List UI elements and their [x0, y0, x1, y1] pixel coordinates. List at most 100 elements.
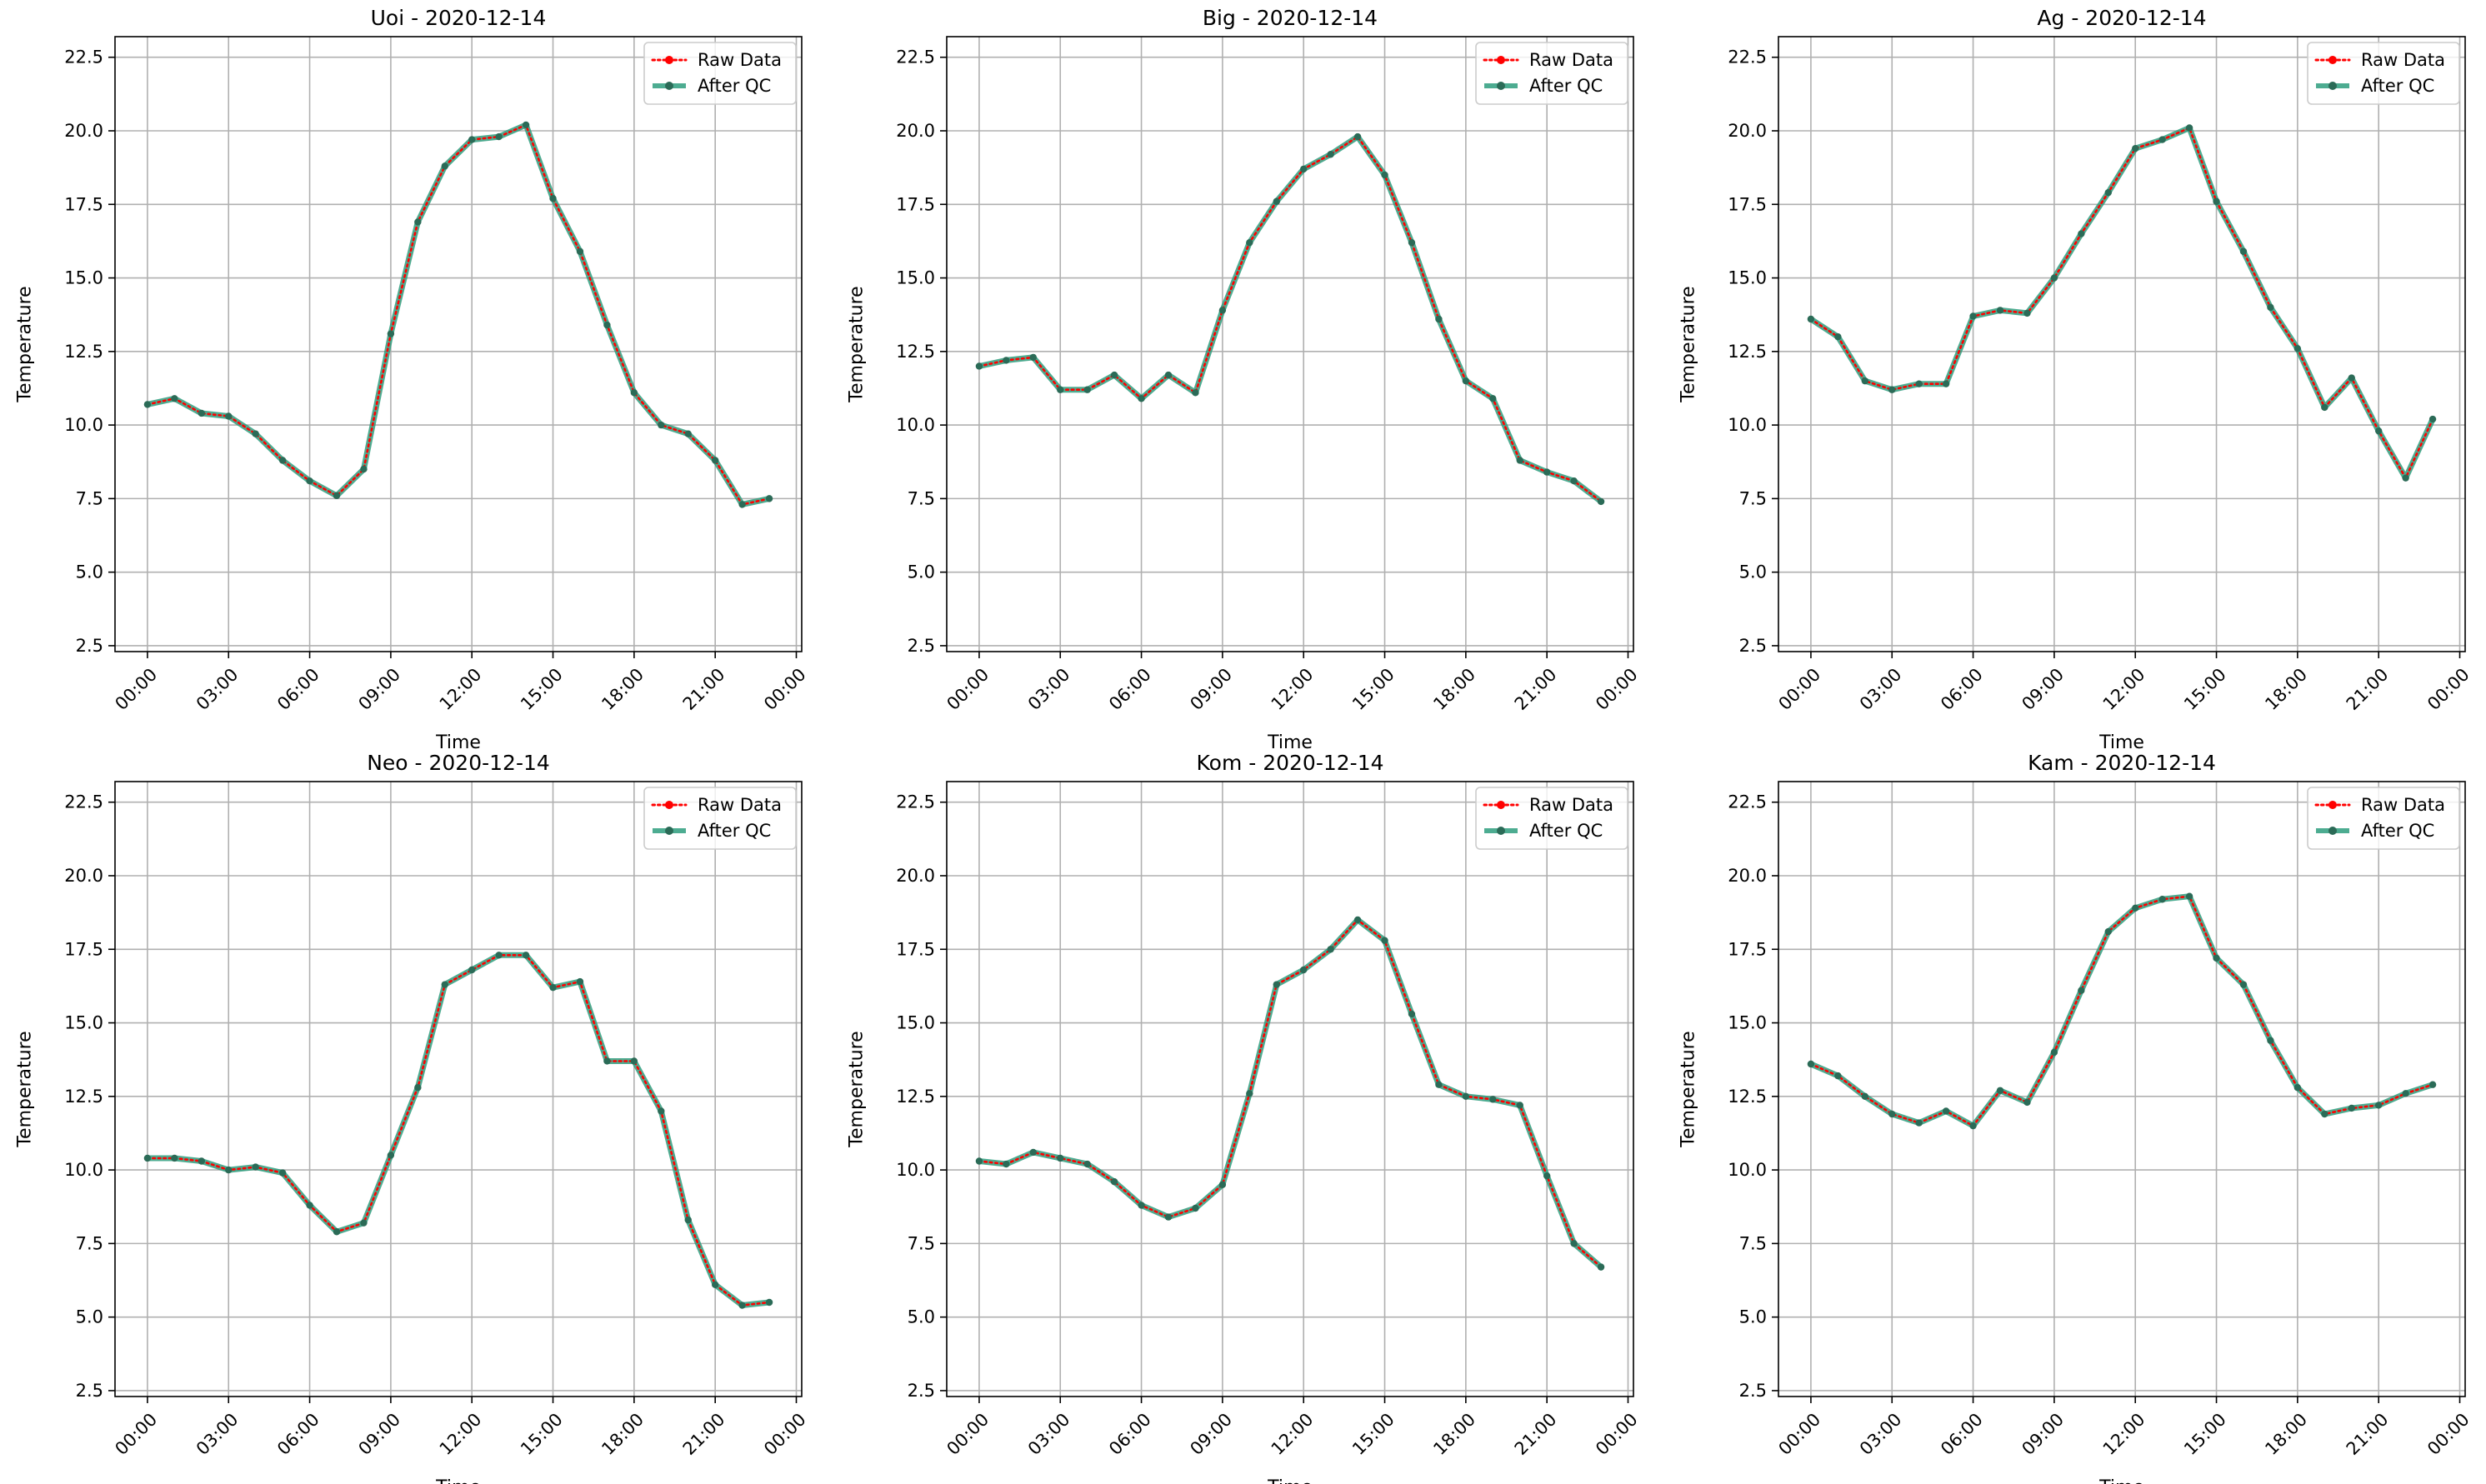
chart-6-x-axis-label: Time — [2098, 1477, 2144, 1484]
chart-4-x-tick-label: 18:00 — [598, 1409, 648, 1459]
chart-1-x-axis-label: Time — [435, 732, 481, 753]
chart-4-legend-raw-data-label: Raw Data — [698, 795, 782, 815]
chart-2-data-point — [1462, 377, 1470, 385]
chart-4-legend-raw-data-marker — [665, 801, 673, 809]
chart-4-data-point — [143, 1154, 152, 1162]
chart-5-data-point — [1273, 981, 1280, 988]
chart-5-data-point — [1435, 1081, 1443, 1088]
chart-6-x-tick-label: 03:00 — [1856, 1409, 1906, 1459]
chart-1-legend-after-qc-label: After QC — [698, 76, 771, 96]
chart-6-data-point — [2185, 892, 2193, 900]
chart-6-y-tick-label: 12.5 — [1728, 1087, 1767, 1107]
chart-1-data-point — [468, 136, 476, 143]
chart-3-data-point — [2321, 403, 2328, 412]
chart-4-data-point — [387, 1152, 395, 1159]
chart-3-y-tick-label: 17.5 — [1728, 194, 1767, 214]
chart-5: 00:00 03:00 06:00 09:00 12:00 15:00 18:00 21:00… — [847, 751, 1642, 1484]
chart-4-y-tick-label: 7.5 — [76, 1233, 103, 1253]
chart-2-data-point — [1246, 238, 1253, 247]
chart-6: 00:00 03:00 06:00 09:00 12:00 15:00 18:00 21:00… — [1678, 751, 2473, 1484]
chart-4-data-point — [225, 1166, 233, 1174]
chart-2-legend-box — [1475, 42, 1628, 105]
chart-3-plot-area — [1778, 37, 2465, 652]
chart-4-data-point — [306, 1202, 313, 1209]
chart-1-data-point — [738, 501, 746, 508]
chart-6-data-point — [2104, 927, 2112, 936]
chart-6-data-point — [2158, 896, 2166, 903]
chart-2-legend-after-qc-marker — [1497, 82, 1505, 90]
chart-6-data-point — [1996, 1087, 2004, 1094]
chart-2-data-point — [1192, 389, 1199, 397]
chart-3-data-point — [2078, 230, 2085, 237]
chart-3-legend-box — [2307, 42, 2460, 105]
chart-5-data-point — [1327, 946, 1334, 953]
chart-3-data-point — [1942, 380, 1950, 387]
chart-1-data-point — [252, 430, 259, 437]
chart-1-y-tick-label: 12.5 — [64, 342, 103, 362]
chart-3-data-point — [2158, 136, 2166, 143]
chart-6-x-tick-label: 00:00 — [2423, 1409, 2473, 1459]
chart-6-data-point — [2402, 1090, 2409, 1097]
chart-1-y-tick-label: 7.5 — [76, 488, 103, 508]
chart-2-data-point — [1408, 238, 1416, 247]
chart-6-data-point — [2293, 1084, 2302, 1092]
chart-6-data-point — [2374, 1102, 2383, 1109]
chart-4: 00:00 03:00 06:00 09:00 12:00 15:00 18:00 21:00… — [15, 751, 810, 1484]
chart-1-legend-box — [643, 42, 797, 105]
chart-1-data-point — [278, 457, 287, 464]
chart-3-data-point — [2132, 144, 2139, 152]
chart-5-y-axis-label: Temperature — [847, 1031, 868, 1147]
chart-2-data-point — [1381, 171, 1388, 179]
chart-1-x-tick-label: 18:00 — [598, 664, 648, 714]
chart-5-y-tick-label: 15.0 — [896, 1013, 935, 1033]
chart-5-legend-after-qc-label: After QC — [1529, 821, 1603, 841]
chart-1-y-axis-label: Temperature — [15, 286, 36, 402]
chart-6-legend-after-qc-marker — [2328, 827, 2337, 835]
chart-3-data-point — [2293, 345, 2302, 352]
chart-1-data-point — [684, 430, 692, 437]
chart-1-x-tick-label: 06:00 — [273, 664, 323, 714]
chart-5-data-point — [1057, 1154, 1064, 1162]
chart-2-data-point — [975, 362, 983, 370]
chart-6-data-point — [2348, 1104, 2355, 1112]
chart-2-plot-area — [947, 37, 1633, 652]
chart-3-y-tick-label: 12.5 — [1728, 342, 1767, 362]
chart-1-data-point — [171, 395, 178, 402]
chart-1-legend: Raw Data After QC — [643, 42, 797, 105]
chart-2-x-tick-label: 06:00 — [1105, 664, 1155, 714]
chart-5-data-point — [1246, 1090, 1253, 1097]
chart-1-axes-frame — [114, 36, 803, 652]
chart-3-data-point — [2104, 188, 2112, 197]
chart-4-x-tick-label: 09:00 — [354, 1409, 404, 1459]
chart-6-x-tick-label: 12:00 — [2099, 1409, 2149, 1459]
chart-5-x-tick-label: 12:00 — [1268, 1409, 1318, 1459]
chart-6-y-tick-label: 15.0 — [1728, 1013, 1767, 1033]
chart-2-x-axis-label: Time — [1267, 732, 1313, 753]
chart-2-y-tick-label: 20.0 — [896, 121, 935, 141]
chart-1-y-tick-label: 15.0 — [64, 268, 103, 288]
chart-1-data-point — [306, 477, 313, 485]
chart-5-data-point — [1462, 1092, 1470, 1101]
chart-6-data-point — [2213, 954, 2220, 962]
chart-2-data-point — [1003, 357, 1010, 364]
chart-2-data-point — [1218, 307, 1227, 314]
chart-5-y-tick-label: 17.5 — [896, 939, 935, 959]
chart-3-y-tick-label: 5.0 — [1739, 562, 1767, 582]
chart-4-data-point — [198, 1157, 206, 1165]
chart-5-data-point — [1489, 1096, 1497, 1103]
chart-5-x-tick-label: 06:00 — [1105, 1409, 1155, 1459]
chart-4-data-point — [658, 1107, 665, 1115]
chart-6-y-tick-label: 17.5 — [1728, 939, 1767, 959]
chart-1-data-point — [414, 218, 422, 226]
chart-4-axes-frame — [114, 781, 803, 1397]
chart-5-x-tick-label: 18:00 — [1429, 1409, 1479, 1459]
chart-1-data-point — [495, 132, 503, 141]
chart-5-data-point — [1353, 916, 1362, 924]
chart-6-data-point — [2078, 987, 2085, 994]
chart-1-data-point — [225, 412, 233, 420]
chart-3-data-point — [2239, 247, 2248, 255]
chart-6-data-point — [2321, 1110, 2328, 1118]
chart-3-x-tick-label: 18:00 — [2261, 664, 2311, 714]
chart-4-legend-after-qc-marker — [665, 827, 673, 835]
chart-4-y-tick-label: 20.0 — [64, 866, 103, 886]
